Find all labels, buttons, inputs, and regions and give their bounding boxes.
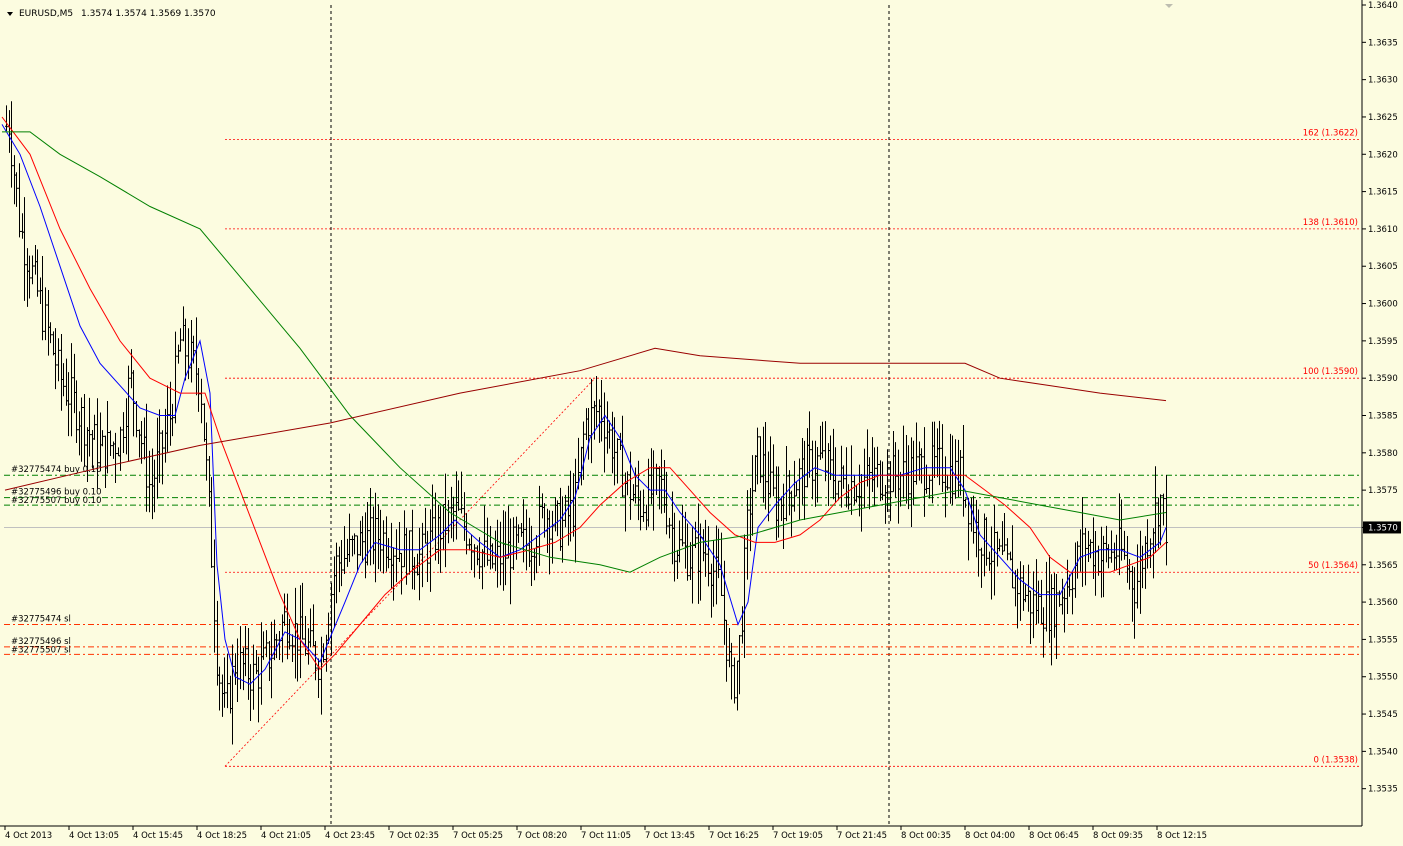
chart-labels: 1.3570 [1363,521,1401,534]
y-tick-label: 1.3575 [1368,486,1398,496]
y-tick-label: 1.3535 [1368,785,1398,795]
order-label-2: #32775507 buy 0.10 [11,496,102,506]
x-tick-label: 7 Oct 05:25 [453,831,503,841]
x-tick-label: 8 Oct 06:45 [1029,831,1079,841]
fibo-label-2: 100 (1.3590) [1303,367,1358,377]
y-tick-label: 1.3640 [1368,1,1398,11]
order-label-0: #32775474 buy 0.10 [11,465,102,475]
current-price-badge [1363,521,1401,534]
period-separators [330,5,890,826]
y-tick-label: 1.3580 [1368,449,1398,459]
y-tick-label: 1.3635 [1368,38,1398,48]
fibo-label-1: 138 (1.3610) [1303,218,1358,228]
ohlc-label: 1.3574 1.3574 1.3569 1.3570 [81,9,216,19]
x-tick-label: 4 Oct 18:25 [197,831,247,841]
y-tick-label: 1.3605 [1368,262,1398,272]
x-tick-label: 4 Oct 13:05 [69,831,119,841]
x-tick-label: 4 Oct 15:45 [133,831,183,841]
chart-header: EURUSD,M5 1.3574 1.3574 1.3569 1.3570 [7,9,216,19]
x-tick-label: 7 Oct 08:20 [517,831,567,841]
y-tick-label: 1.3545 [1368,710,1398,720]
y-tick-label: 1.3585 [1368,412,1398,422]
y-tick-label: 1.3590 [1368,374,1398,384]
x-tick-label: 7 Oct 11:05 [581,831,631,841]
fibo-label-0: 162 (1.3622) [1303,128,1358,138]
x-tick-label: 7 Oct 02:35 [389,831,439,841]
order-label-4: #32775496 sl [11,637,71,647]
y-tick-label: 1.3600 [1368,300,1398,310]
x-tick-label: 8 Oct 04:00 [965,831,1015,841]
x-tick-label: 8 Oct 00:35 [901,831,951,841]
x-tick-label: 7 Oct 13:45 [645,831,695,841]
order-label-1: #32775496 buy 0.10 [11,488,102,498]
moving-average-3 [4,347,1167,491]
y-tick-label: 1.3550 [1368,673,1398,683]
dropdown-triangle-icon[interactable] [7,12,13,16]
y-tick-label: 1.3615 [1368,188,1398,198]
fibo-label-4: 0 (1.3538) [1314,755,1358,765]
x-tick-label: 8 Oct 09:35 [1093,831,1143,841]
x-tick-label: 7 Oct 21:45 [837,831,887,841]
x-tick-label: 8 Oct 12:15 [1157,831,1207,841]
current-price-label: 1.3570 [1368,523,1398,533]
y-tick-label: 1.3560 [1368,598,1398,608]
x-tick-label: 7 Oct 16:25 [709,831,759,841]
symbol-label: EURUSD,M5 [19,9,73,19]
moving-average-2 [2,131,1167,573]
moving-averages [1,116,1167,685]
y-tick-label: 1.3555 [1368,635,1398,645]
x-tick-label: 4 Oct 23:45 [325,831,375,841]
y-tick-label: 1.3565 [1368,561,1398,571]
order-label-3: #32775474 sl [11,614,71,624]
moving-average-1 [1,116,1167,671]
x-tick-label: 4 Oct 21:05 [261,831,311,841]
order-label-5: #32775507 sl [11,645,71,655]
order-lines: #32775474 buy 0.10#32775496 buy 0.10#327… [4,465,1362,655]
y-tick-label: 1.3595 [1368,337,1398,347]
y-tick-label: 1.3620 [1368,150,1398,160]
x-tick-label: 4 Oct 2013 [5,831,52,841]
x-tick-label: 7 Oct 19:05 [773,831,823,841]
y-tick-label: 1.3610 [1368,225,1398,235]
fibo-label-3: 50 (1.3564) [1308,561,1358,571]
y-tick-label: 1.3540 [1368,747,1398,757]
y-tick-label: 1.3625 [1368,113,1398,123]
y-tick-label: 1.3630 [1368,76,1398,86]
price-bars [5,101,1168,745]
moving-average-0 [1,124,1167,685]
shift-marker-icon[interactable] [1165,4,1173,8]
